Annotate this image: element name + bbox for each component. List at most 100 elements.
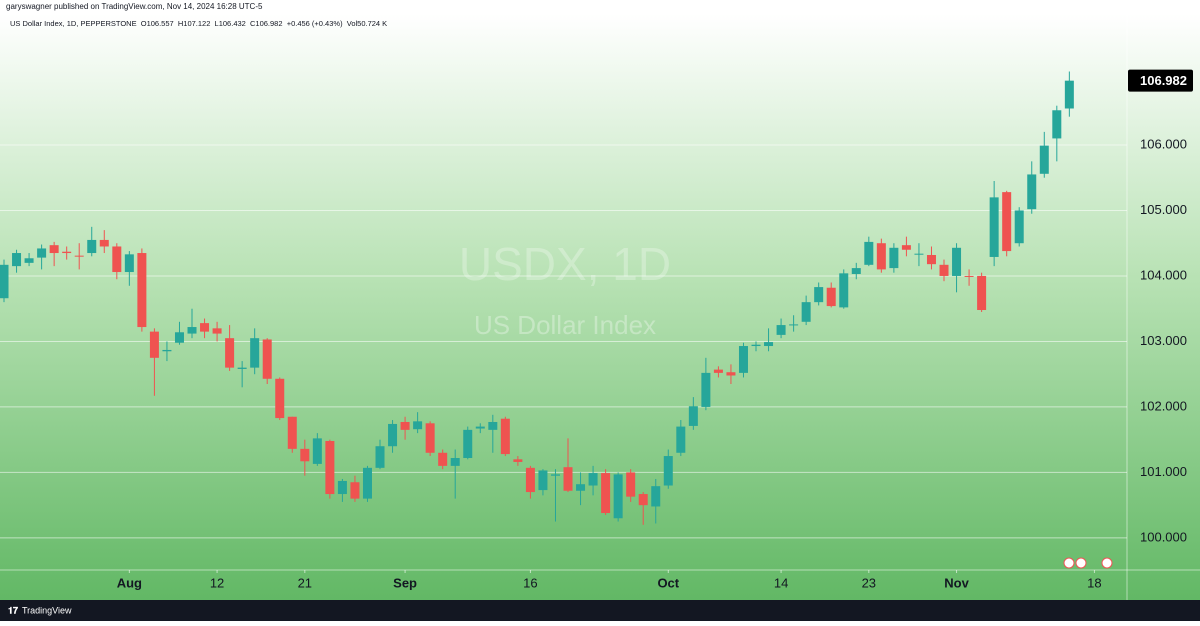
- event-icons: [1063, 557, 1113, 569]
- candle-body: [789, 324, 799, 326]
- candle-body: [538, 470, 548, 491]
- candle-body: [588, 473, 598, 486]
- candle-body: [1002, 192, 1012, 252]
- candle-body: [99, 239, 109, 247]
- candle-body: [450, 458, 460, 466]
- event-icon: [1075, 557, 1087, 569]
- candle-body: [663, 456, 673, 486]
- candle-body: [200, 323, 210, 332]
- watermark-subtitle: US Dollar Index: [474, 310, 656, 340]
- candle-body: [488, 421, 498, 430]
- candle-body: [475, 426, 485, 429]
- y-tick-label: 103.000: [1140, 333, 1187, 348]
- candle-body: [726, 372, 736, 376]
- candle-body: [651, 486, 661, 507]
- candle-body: [250, 338, 260, 368]
- candle-body: [275, 378, 285, 419]
- candle-body: [62, 251, 72, 254]
- footer-brand: TradingView: [22, 605, 72, 615]
- candle-body: [438, 452, 448, 466]
- candle-body: [601, 473, 611, 514]
- candle-body: [626, 472, 636, 497]
- candle-body: [375, 446, 385, 468]
- candle-body: [738, 346, 748, 373]
- candle-body: [300, 448, 310, 462]
- x-tick-label: Aug: [117, 575, 142, 590]
- last-price-label: 106.982: [1140, 73, 1187, 88]
- event-icon: [1101, 557, 1113, 569]
- candle-body: [550, 474, 560, 476]
- x-tick-label: Nov: [944, 575, 969, 590]
- candle-body: [1052, 110, 1062, 139]
- x-tick-label: 18: [1087, 575, 1101, 590]
- y-tick-label: 106.000: [1140, 136, 1187, 151]
- candle-body: [0, 264, 9, 299]
- x-tick-label: 16: [523, 575, 537, 590]
- x-tick-label: Oct: [657, 575, 679, 590]
- candle-body: [500, 418, 510, 455]
- y-tick-label: 101.000: [1140, 464, 1187, 479]
- candle-body: [287, 416, 297, 449]
- candle-body: [713, 369, 723, 373]
- candle-body: [889, 247, 899, 269]
- candle-body: [187, 327, 197, 334]
- candle-body: [851, 268, 861, 274]
- candle-body: [12, 253, 22, 267]
- footer-bar: [0, 600, 1200, 621]
- candle-body: [676, 426, 686, 453]
- candle-body: [901, 245, 911, 250]
- candle-body: [463, 429, 473, 459]
- candle-body: [137, 253, 147, 328]
- y-tick-label: 100.000: [1140, 529, 1187, 544]
- candle-body: [74, 255, 84, 257]
- candle-body: [926, 254, 936, 265]
- x-tick-label: 23: [862, 575, 876, 590]
- candle-body: [989, 197, 999, 257]
- candle-body: [964, 275, 974, 277]
- x-tick-label: Sep: [393, 575, 417, 590]
- event-icon: [1063, 557, 1075, 569]
- candle-body: [237, 367, 247, 369]
- footer-logo: 𝟏𝟕: [8, 605, 18, 615]
- candle-body: [776, 325, 786, 335]
- candle-body: [225, 338, 235, 368]
- chart-background: [0, 14, 1200, 600]
- candle-body: [1064, 80, 1074, 109]
- candle-body: [49, 245, 59, 254]
- candle-body: [525, 467, 535, 493]
- candle-body: [952, 247, 962, 276]
- candle-body: [563, 467, 573, 491]
- watermark-title: USDX, 1D: [459, 238, 671, 290]
- y-tick-label: 105.000: [1140, 202, 1187, 217]
- candle-body: [87, 239, 97, 254]
- candle-body: [688, 406, 698, 426]
- candle-body: [400, 421, 410, 430]
- candle-body: [876, 243, 886, 270]
- candle-body: [1027, 174, 1037, 210]
- candle-body: [839, 273, 849, 308]
- y-tick-label: 102.000: [1140, 398, 1187, 413]
- published-note: garyswagner published on TradingView.com…: [6, 2, 263, 11]
- candle-body: [977, 275, 987, 311]
- candle-body: [801, 302, 811, 322]
- candle-body: [576, 484, 586, 491]
- candle-body: [513, 459, 523, 462]
- x-tick-label: 14: [774, 575, 788, 590]
- candle-body: [112, 246, 122, 273]
- last-price-box: [1128, 69, 1193, 92]
- candle-body: [413, 421, 423, 430]
- candle-body: [914, 253, 924, 255]
- candle-body: [826, 287, 836, 307]
- candle-body: [814, 287, 824, 303]
- candle-body: [764, 342, 774, 347]
- candle-body: [174, 332, 184, 343]
- candle-body: [388, 423, 398, 447]
- candle-body: [939, 264, 949, 276]
- x-tick-label: 21: [298, 575, 312, 590]
- candle-body: [1014, 210, 1024, 244]
- candle-body: [1039, 145, 1049, 174]
- y-tick-label: 104.000: [1140, 267, 1187, 282]
- candle-body: [350, 482, 360, 499]
